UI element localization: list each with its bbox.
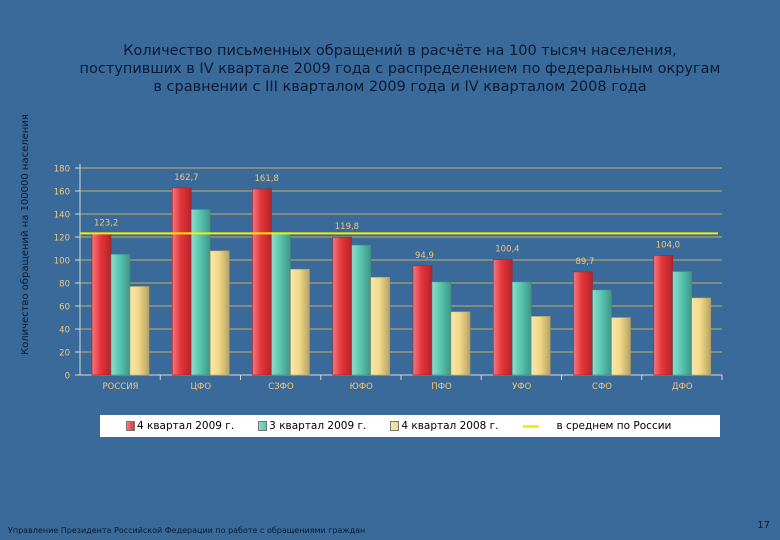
bar [332, 236, 353, 376]
data-label: 123,2 [94, 218, 118, 228]
footer-text: Управление Президента Российской Федерац… [8, 526, 366, 535]
bar [370, 276, 391, 376]
x-tick-label: ЦФО [190, 382, 211, 392]
y-tick-label: 100 [54, 257, 70, 267]
bar [91, 233, 112, 376]
bar [672, 271, 693, 376]
bar [271, 232, 291, 376]
bar [530, 316, 551, 376]
y-tick-label: 80 [59, 280, 70, 290]
y-tick-label: 140 [54, 211, 70, 221]
legend-label-average: в среднем по России [556, 420, 672, 432]
bar [412, 265, 433, 376]
bar [351, 244, 372, 376]
x-tick-label: ДФО [672, 382, 693, 392]
bar [492, 259, 513, 376]
bar [110, 253, 131, 376]
bar [691, 297, 712, 376]
x-tick-label: СФО [592, 382, 612, 392]
x-tick-label: СЗФО [268, 382, 294, 392]
title-line-2: поступивших в IV квартале 2009 года с ра… [79, 61, 721, 77]
data-label: 100,4 [495, 245, 519, 255]
legend-swatch-q4-2008 [390, 421, 400, 431]
legend-item-average: в среднем по России [522, 420, 672, 432]
legend-swatch-q4-2009 [126, 421, 135, 431]
page-number: 17 [757, 520, 770, 531]
legend-item-q4-2008: 4 квартал 2008 г. [390, 420, 499, 432]
y-tick-label: 20 [59, 349, 70, 359]
y-tick-label: 160 [54, 188, 70, 198]
legend-item-q3-2009: 3 квартал 2009 г. [258, 420, 366, 432]
x-tick-label: ПФО [431, 382, 452, 392]
bar [450, 311, 471, 376]
legend-item-q4-2009: 4 квартал 2009 г. [126, 420, 234, 432]
y-tick-label: 40 [59, 326, 70, 336]
y-tick-label: 180 [54, 165, 70, 175]
data-label: 94,9 [415, 251, 434, 261]
legend-label-q3-2009: 3 квартал 2009 г. [269, 420, 367, 432]
data-label: 89,7 [576, 257, 595, 267]
y-tick-label: 120 [54, 234, 70, 244]
title-line-1: Количество письменных обращений в расчёт… [123, 43, 677, 59]
data-label: 162,7 [174, 173, 198, 183]
data-label: 161,8 [255, 174, 279, 184]
bar [611, 317, 631, 376]
y-tick-label: 0 [65, 372, 70, 382]
legend: 4 квартал 2009 г. 3 квартал 2009 г. 4 кв… [100, 415, 720, 437]
x-tick-label: РОССИЯ [103, 382, 139, 392]
bar [573, 271, 593, 376]
title-line-3: в сравнении с III кварталом 2009 года и … [153, 79, 647, 95]
legend-swatch-q3-2009 [258, 421, 268, 431]
data-label: 104,0 [656, 240, 680, 250]
bar [653, 255, 674, 376]
data-label: 119,8 [335, 222, 359, 232]
bar [171, 187, 192, 376]
bar [209, 250, 230, 376]
legend-swatch-average [522, 424, 539, 428]
bar [511, 281, 532, 376]
y-tick-label: 60 [59, 303, 70, 313]
x-tick-label: ЮФО [350, 382, 373, 392]
bar [252, 188, 272, 376]
x-tick-label: УФО [512, 382, 531, 392]
legend-label-q4-2008: 4 квартал 2008 г. [401, 420, 499, 432]
legend-label-q4-2009: 4 квартал 2009 г. [137, 420, 235, 432]
bar [431, 281, 452, 376]
bar [129, 286, 150, 376]
chart-title: Количество письменных обращений в расчёт… [40, 42, 760, 96]
bar [592, 289, 612, 376]
bar [290, 268, 310, 376]
